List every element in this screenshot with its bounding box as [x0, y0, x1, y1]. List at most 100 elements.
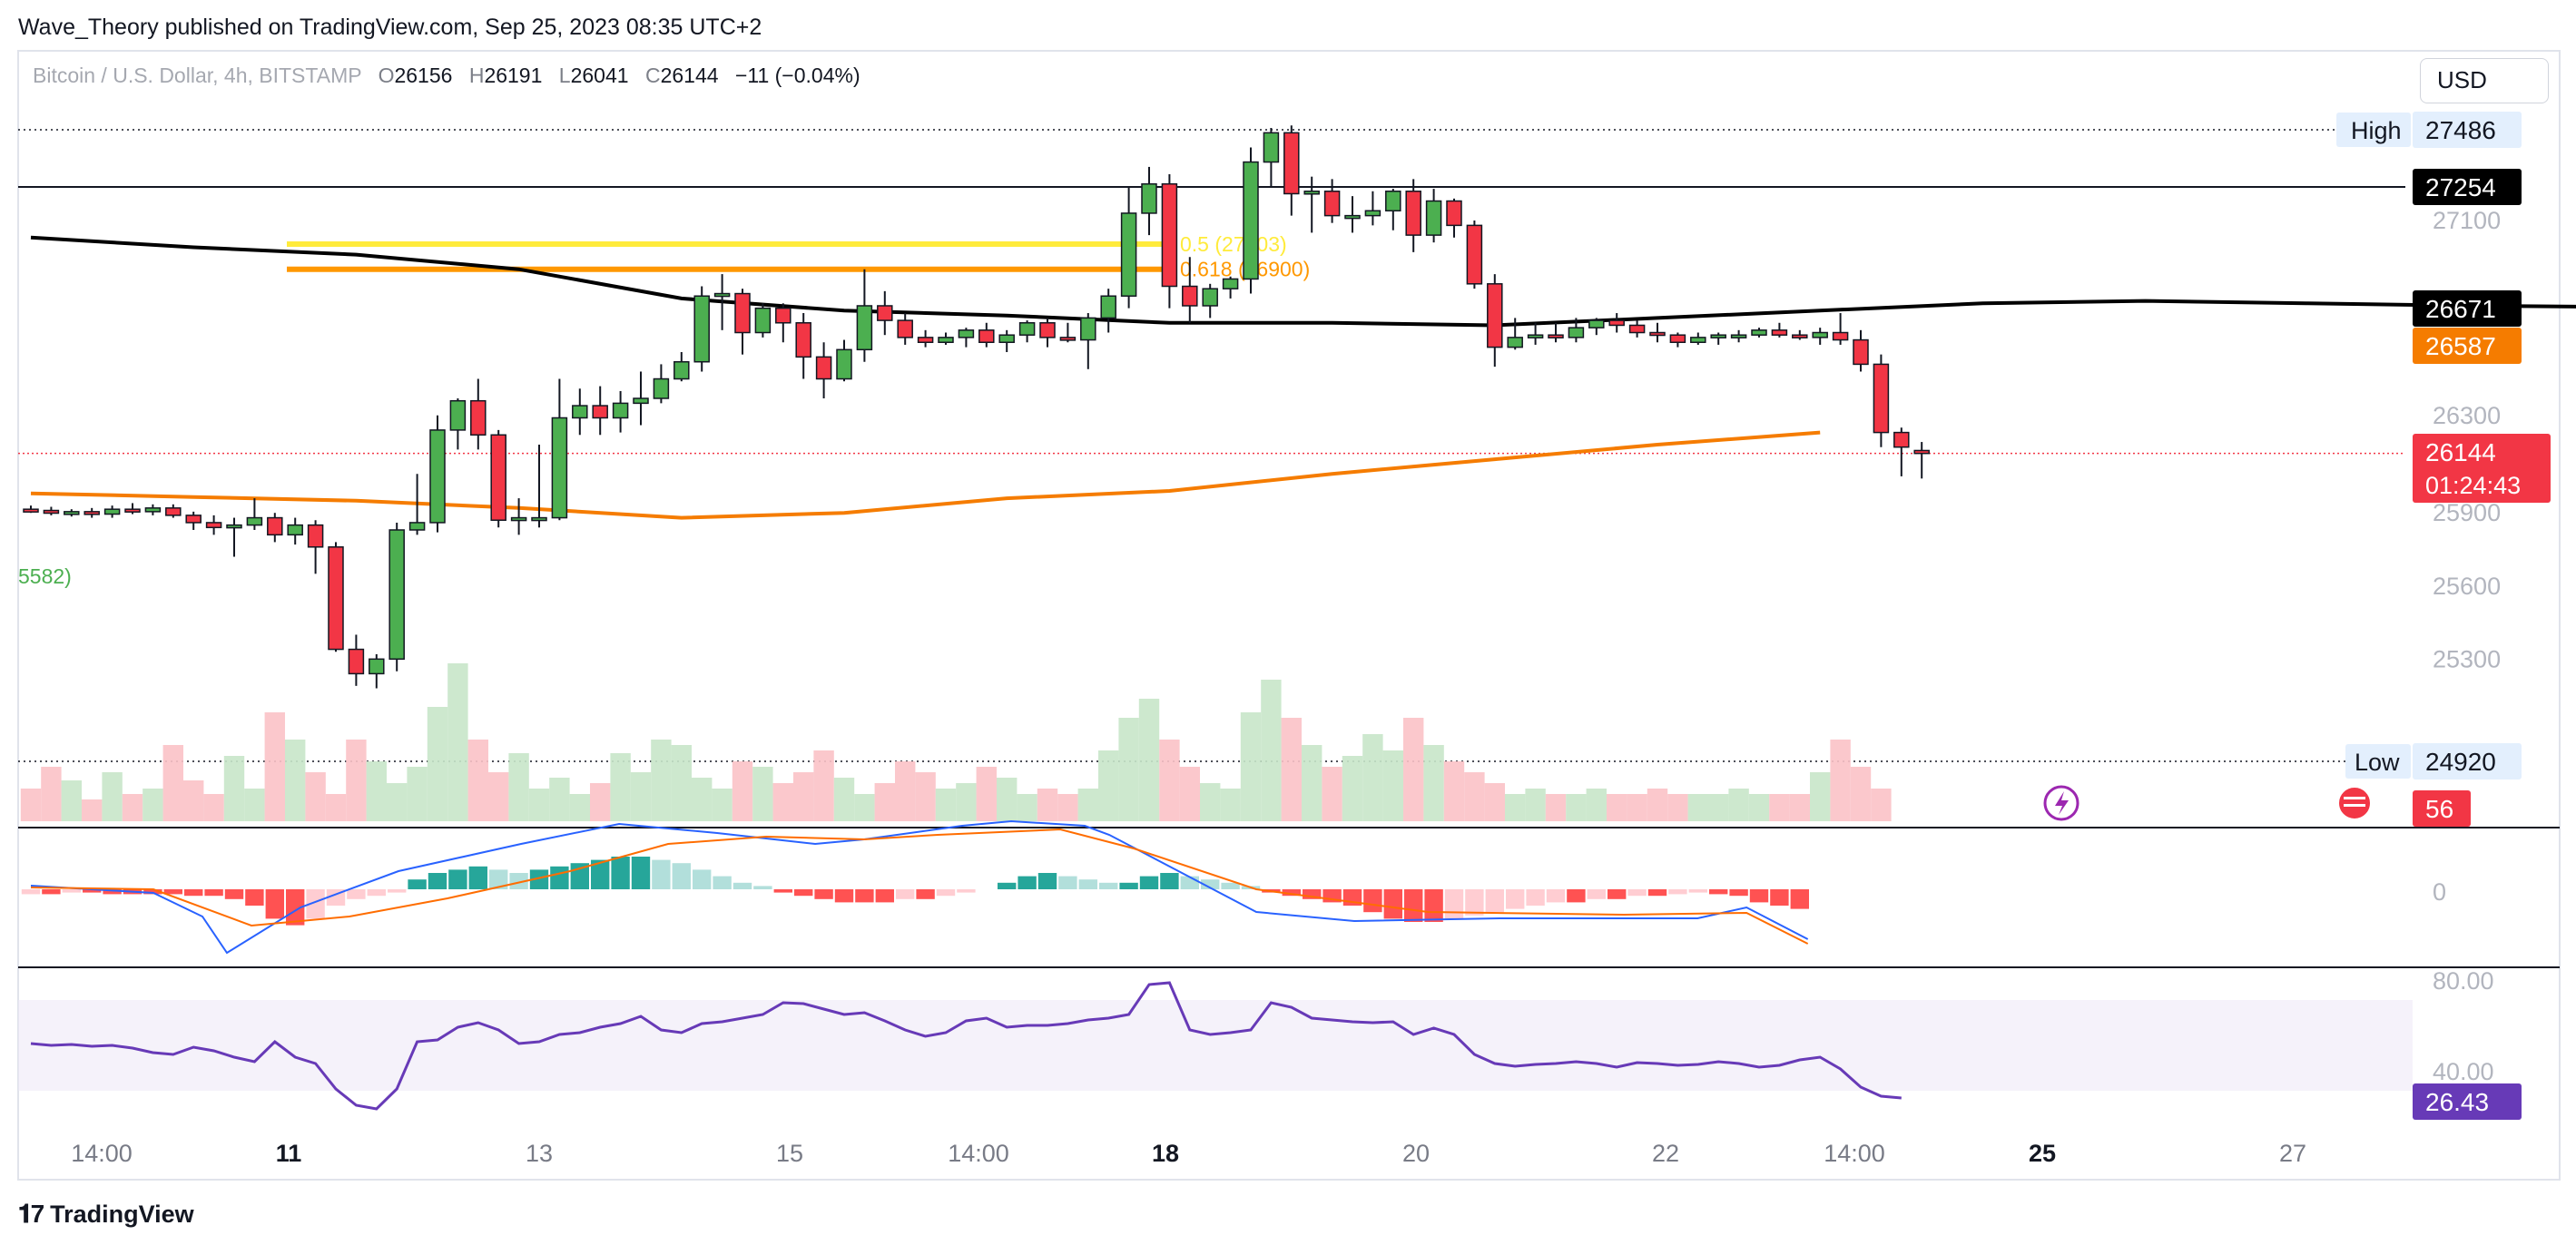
volume-bar [1443, 761, 1465, 821]
candle-body [1628, 324, 1646, 334]
macd-histogram-bar [428, 873, 447, 889]
volume-bar [264, 712, 285, 821]
macd-histogram-bar [1770, 889, 1789, 906]
volume-bar [1403, 718, 1424, 821]
macd-histogram-bar [591, 859, 610, 889]
volume-bar [976, 767, 997, 821]
time-axis-label: 14:00 [71, 1140, 133, 1167]
macd-histogram-bar [1627, 889, 1647, 897]
macd-histogram-bar [367, 889, 386, 897]
candle-body [1568, 327, 1585, 338]
rsi-value-tag-bg [2413, 1083, 2522, 1120]
ema-black-price-tag-bg [2413, 290, 2522, 327]
macd-histogram-bar [1160, 873, 1179, 889]
macd-histogram-bar [713, 876, 732, 889]
rsi-axis-tick: 40.00 [2433, 1058, 2494, 1085]
macd-histogram-bar [1790, 889, 1809, 909]
volume-bar [1382, 750, 1403, 821]
candle-body [429, 429, 446, 524]
time-axis-label: 22 [1652, 1140, 1679, 1167]
volume-bar [528, 789, 550, 821]
macd-histogram-bar [936, 889, 956, 897]
volume-bar [1362, 734, 1383, 821]
macd-histogram-bar [1383, 889, 1402, 919]
macd-histogram-bar [184, 889, 203, 897]
macd-histogram-bar [1282, 889, 1301, 897]
low-badge-bg [2345, 744, 2411, 779]
change-value: −11 (−0.04%) [734, 64, 860, 87]
macd-histogram-bar [163, 889, 182, 895]
symbol-name[interactable]: Bitcoin / U.S. Dollar, 4h, BITSTAMP [33, 64, 362, 87]
macd-histogram-bar [1688, 889, 1707, 893]
candle-body [1161, 182, 1178, 288]
volume-bar [1525, 789, 1546, 821]
candle-body [287, 524, 303, 536]
time-axis-label: 14:00 [1824, 1140, 1885, 1167]
level-price-tag-bg [2413, 169, 2522, 205]
volume-bar [732, 761, 753, 821]
macd-histogram-bar [1180, 876, 1199, 889]
volume-bar [1708, 794, 1729, 821]
volume-bar [223, 756, 245, 821]
candle-body [1243, 161, 1259, 280]
high-price-tag: 27486 [2425, 116, 2496, 144]
macd-histogram-bar [1485, 889, 1504, 913]
macd-histogram-bar [388, 889, 407, 893]
volume-bar [1017, 794, 1037, 821]
candle-body [1507, 337, 1523, 348]
macd-histogram-bar [1526, 889, 1545, 906]
candle-body [64, 511, 80, 515]
volume-bar [935, 789, 957, 821]
macd-histogram-bar [732, 882, 752, 889]
candle-body [1182, 285, 1198, 307]
candle-body [1466, 224, 1483, 285]
candle-body [775, 307, 791, 324]
macd-histogram-bar [509, 873, 528, 889]
macd-histogram-bar [957, 889, 976, 893]
candle-body [1690, 337, 1706, 344]
macd-histogram-bar [855, 889, 874, 903]
candle-body [754, 307, 772, 334]
candle-body [1059, 337, 1077, 341]
volume-bar [346, 740, 367, 821]
macd-histogram-bar [1709, 889, 1728, 895]
volume-bar [366, 761, 387, 821]
us-flag-event-icon[interactable] [2337, 786, 2372, 820]
candle-body [1446, 200, 1462, 227]
candle-body [1608, 319, 1625, 327]
candle-body [1913, 449, 1930, 455]
candle-body [408, 522, 426, 531]
volume-bar [630, 772, 652, 821]
candle-body [673, 360, 690, 380]
macd-histogram-bar [245, 889, 264, 906]
candle-body [1303, 191, 1320, 195]
candle-body [836, 348, 852, 380]
volume-bar [1098, 750, 1119, 821]
macd-histogram-bar [1546, 889, 1566, 903]
macd-histogram-bar [143, 889, 162, 895]
volume-bar [1586, 789, 1607, 821]
candle-body [226, 524, 242, 529]
currency-selector-button[interactable]: USD [2420, 58, 2549, 103]
volume-bar [1769, 794, 1790, 821]
candle-body [938, 337, 954, 344]
volume-bar [1342, 756, 1363, 821]
volume-bar [285, 740, 306, 821]
volume-bar [956, 783, 977, 821]
open-value: 26156 [394, 64, 453, 87]
time-axis-label: 18 [1152, 1140, 1179, 1167]
close-label: C [644, 64, 661, 87]
last-price-tag-bg [2413, 434, 2551, 503]
ema-orange-line [30, 430, 1821, 520]
candle-body [1771, 329, 1788, 336]
volume-price-tag-bg [2413, 790, 2471, 827]
candle-body [1527, 334, 1544, 338]
tradingview-brand[interactable]: 𝟏7 TradingView [18, 1200, 194, 1230]
candle-body [1487, 283, 1503, 348]
macd-line [30, 819, 1809, 955]
macd-histogram-bar [1018, 876, 1037, 889]
candle-body [1405, 191, 1421, 236]
volume-price-tag: 56 [2425, 795, 2453, 823]
candle-body [653, 377, 670, 399]
